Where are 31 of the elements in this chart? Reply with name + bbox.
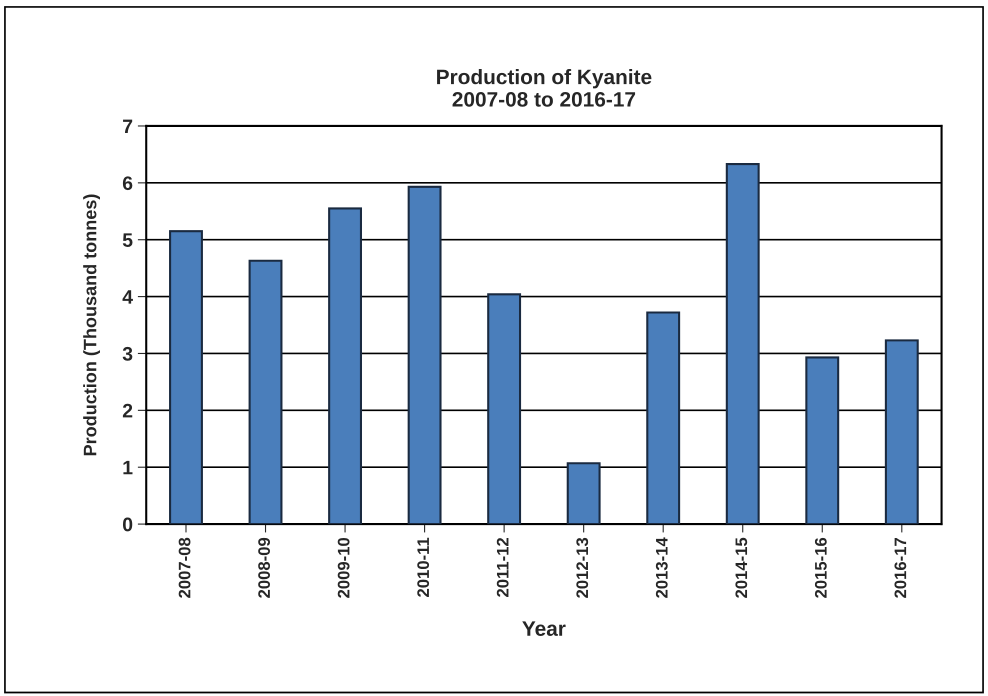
bar	[726, 163, 760, 524]
y-axis-title: Production (Thousand tonnes)	[83, 194, 100, 456]
y-tick-label: 5	[122, 233, 132, 247]
bar	[408, 186, 442, 524]
y-tick-label: 4	[122, 290, 133, 304]
x-tick-label: 2011-12	[496, 538, 509, 597]
x-tick-label: 2015-16	[814, 538, 827, 598]
y-tick-label: 0	[122, 518, 132, 532]
bar	[646, 311, 680, 524]
y-tick-label: 7	[123, 120, 132, 134]
x-tick-label: 2016-17	[894, 538, 906, 598]
y-tick-label: 3	[122, 346, 132, 361]
y-tick-label: 6	[122, 176, 132, 190]
bar	[248, 260, 282, 524]
bar	[805, 356, 840, 524]
x-tick-label: 2007-08	[178, 538, 190, 598]
bar	[169, 230, 203, 524]
x-tick-label: 2012-13	[576, 538, 588, 598]
y-tick-label: 1	[123, 460, 132, 474]
bar	[328, 207, 362, 524]
y-tick-label: 2	[122, 404, 132, 418]
x-tick-label: 2008-09	[258, 538, 270, 598]
x-axis-title: Year	[522, 621, 566, 636]
x-tick-label: 2010-11	[417, 538, 430, 597]
x-tick-label: 2009-10	[338, 538, 350, 598]
bar	[884, 339, 919, 524]
bar	[487, 293, 522, 524]
chart-title: Production of Kyanite 2007-08 to 2016-17	[437, 68, 652, 107]
bar	[566, 462, 601, 524]
x-tick-label: 2014-15	[735, 538, 748, 598]
x-tick-label: 2013-14	[656, 537, 668, 598]
